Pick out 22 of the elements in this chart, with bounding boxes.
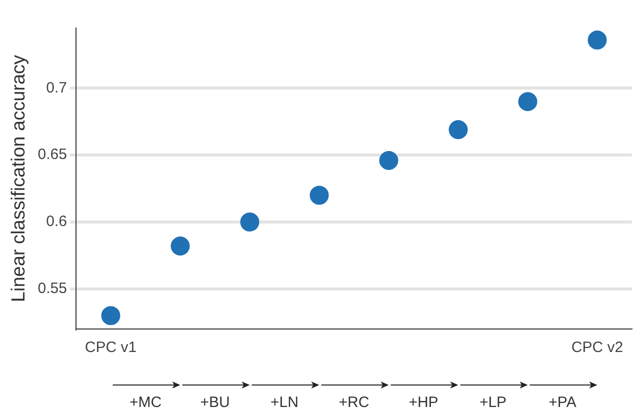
text: +HP [408,394,438,412]
y-tick-label: 0.65 [38,146,67,164]
point [588,30,607,50]
point [170,236,190,256]
point [448,120,468,140]
text: +PA [548,394,576,412]
point [310,186,329,205]
point [240,212,260,232]
point [101,306,120,326]
x-tick-label: CPC v2 [571,339,624,356]
text: +MC [129,394,162,412]
text: +LP [479,394,507,412]
point [518,92,538,112]
y-axis-title: Linear classification accuracy [8,54,30,302]
text: +LN [270,394,298,412]
x-tick-label: CPC v1 [84,339,137,356]
point [379,150,398,170]
y-tick-label: 0.7 [46,79,67,96]
text: +BU [200,394,230,412]
text: +RC [338,394,370,412]
y-tick-label: 0.55 [38,280,67,298]
y-tick-label: 0.6 [46,213,67,230]
